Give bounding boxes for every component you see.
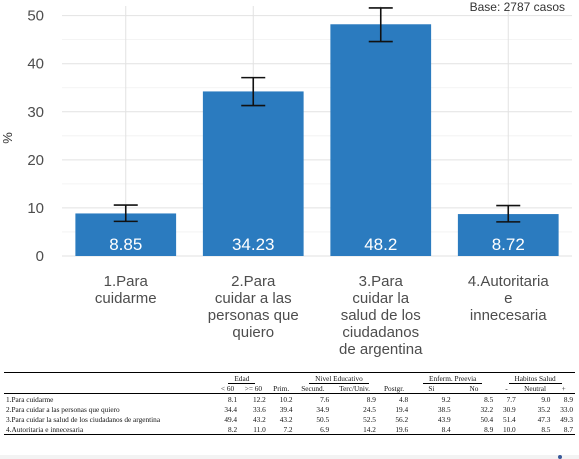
table-body: 1.Para cuidarme 8.1 12.2 10.2 7.6 8.9 4.8 9.2 8.…	[4, 394, 575, 435]
table-row-label: 1.Para cuidarme	[6, 394, 54, 404]
table-group-header-cell: Edad	[215, 372, 268, 384]
x-tick-label: 3.Para cuidar la salud de los ciudadanos de …	[339, 273, 423, 358]
x-tick-label: 2.Para cuidar a las personas que quiero	[208, 273, 299, 341]
table-cell: 43.2	[252, 414, 266, 424]
table-cell: 11.0	[239, 424, 268, 435]
table-column-header-cell: -	[495, 383, 518, 394]
table-column-header-cell: +	[552, 383, 575, 394]
table-cell: 34.9	[316, 404, 330, 414]
data-label: 34.23	[232, 235, 275, 254]
bar	[202, 91, 304, 256]
table-cell: 7.2	[267, 424, 295, 435]
bar-chart: 0 10 20 30 40 50% 8.85 1.Para cuidarme 34.23 2.Par…	[0, 6, 572, 358]
table-cell: 50.4	[480, 414, 494, 424]
table-cell: 6.9	[294, 424, 332, 435]
chart-svg: 0 10 20 30 40 50% 8.85 1.Para cuidarme 34.23 2.Par…	[0, 6, 572, 358]
table-cell: 33.0	[560, 404, 573, 414]
table-row-label: 3.Para cuidar la salud de los ciudadanos…	[6, 414, 161, 424]
table-group-header-cell	[4, 372, 216, 383]
table-column-header-cell: Si	[410, 383, 453, 394]
table-cell: 10.0	[495, 424, 518, 435]
table-cell: 9.0	[541, 394, 551, 404]
table-cell: 8.9	[452, 424, 496, 435]
x-tick-label: 4.Autoritaria e innecesaria	[468, 273, 550, 324]
table-cell: 8.5	[517, 424, 553, 435]
table-cell: 7.6	[320, 394, 330, 404]
table-cell: 8.1	[227, 394, 238, 404]
table-column-header-cell: Postgr.	[377, 383, 411, 394]
x-tick-label: 1.Para cuidarme	[95, 273, 157, 307]
table-cell: 32.2	[480, 404, 494, 414]
table-cell: 12.2	[252, 394, 266, 404]
table-row: 4.Autoritaria e innecesaria 8.2 11.0 7.2 6.9…	[4, 424, 575, 435]
table-column-header-cell: Neutral	[517, 383, 553, 394]
data-label: 48.2	[364, 235, 397, 254]
table-cell: 24.5	[363, 404, 376, 414]
y-axis-label: %	[0, 132, 15, 144]
table-cell: 7.7	[506, 394, 516, 404]
table-cell: 49.3	[560, 414, 573, 424]
table-cell: 8.4	[410, 424, 453, 435]
table-cell: 39.4	[279, 404, 293, 414]
table-cell: 8.9	[366, 394, 376, 404]
bar	[330, 24, 432, 257]
table-row-label: 2.Para cuidar a las personas que quiero	[6, 404, 120, 414]
table-row: 2.Para cuidar a las personas que quiero 3…	[4, 404, 575, 414]
table-group-header-cell: Enferm. Preevia	[410, 372, 496, 384]
table-row-label: 4.Autoritaria e innecesaria	[4, 424, 216, 435]
table-cell: 33.6	[252, 404, 266, 414]
table-cell: 49.4	[224, 414, 238, 424]
table-row: 1.Para cuidarme 8.1 12.2 10.2 7.6 8.9 4.8 9.2 8.…	[4, 394, 575, 405]
table-row: 3.Para cuidar la salud de los ciudadanos…	[4, 414, 575, 424]
table-group-header-cell: Nivel Educativo	[267, 372, 411, 384]
table-column-header-cell	[4, 383, 216, 394]
table-column-header-cell: < 60	[215, 383, 240, 394]
table-cell: 8.9	[563, 394, 573, 404]
crosstab-table-wrap: Edad Nivel Educativo Enferm. Preevia Habito…	[4, 372, 575, 435]
base-note: Base: 2787 casos	[469, 0, 565, 14]
y-tick-label: 0	[36, 248, 44, 265]
table-column-header: < 60 >= 60 Prim. Secund. Terc/Univ. Postgr. Si…	[4, 383, 575, 394]
table-cell: 30.9	[502, 404, 516, 414]
table-cell: 35.2	[537, 404, 551, 414]
table-cell: 14.2	[331, 424, 378, 435]
table-cell: 51.4	[502, 414, 516, 424]
table-cell: 56.2	[395, 414, 409, 424]
crosstab-table: Edad Nivel Educativo Enferm. Preevia Habito…	[4, 372, 575, 435]
y-tick-label: 20	[27, 152, 44, 169]
table-group-header-cell: Habitos Salud	[495, 372, 575, 384]
table-cell: 52.5	[363, 414, 376, 424]
table-group-header: Edad Nivel Educativo Enferm. Preevia Habito…	[4, 372, 575, 384]
table-cell: 43.9	[437, 414, 451, 424]
y-tick-label: 30	[27, 104, 44, 121]
table-column-header-cell: Prim.	[267, 383, 295, 394]
table-cell: 19.6	[377, 424, 411, 435]
footer-decoration	[0, 455, 579, 459]
y-tick-label: 10	[27, 200, 44, 217]
table-column-header-cell: Terc/Univ.	[331, 383, 378, 394]
table-cell: 50.5	[316, 414, 330, 424]
table-cell: 38.5	[437, 404, 451, 414]
table-cell: 43.2	[279, 414, 293, 424]
table-cell: 9.2	[441, 394, 451, 404]
table-column-header-cell: >= 60	[239, 383, 268, 394]
table-cell: 8.5	[484, 394, 494, 404]
data-label: 8.85	[109, 235, 142, 254]
table-cell: 10.2	[279, 394, 293, 404]
table-cell: 47.3	[537, 414, 551, 424]
table-cell: 8.2	[215, 424, 240, 435]
data-label: 8.72	[492, 235, 525, 254]
table-column-header-cell: Secund.	[294, 383, 332, 394]
table-cell: 19.4	[395, 404, 409, 414]
y-tick-label: 40	[27, 56, 44, 73]
table-cell: 8.7	[552, 424, 575, 435]
table-column-header-cell: No	[452, 383, 496, 394]
table-cell: 4.8	[399, 394, 409, 404]
y-tick-label: 50	[27, 8, 44, 25]
table-cell: 34.4	[224, 404, 238, 414]
